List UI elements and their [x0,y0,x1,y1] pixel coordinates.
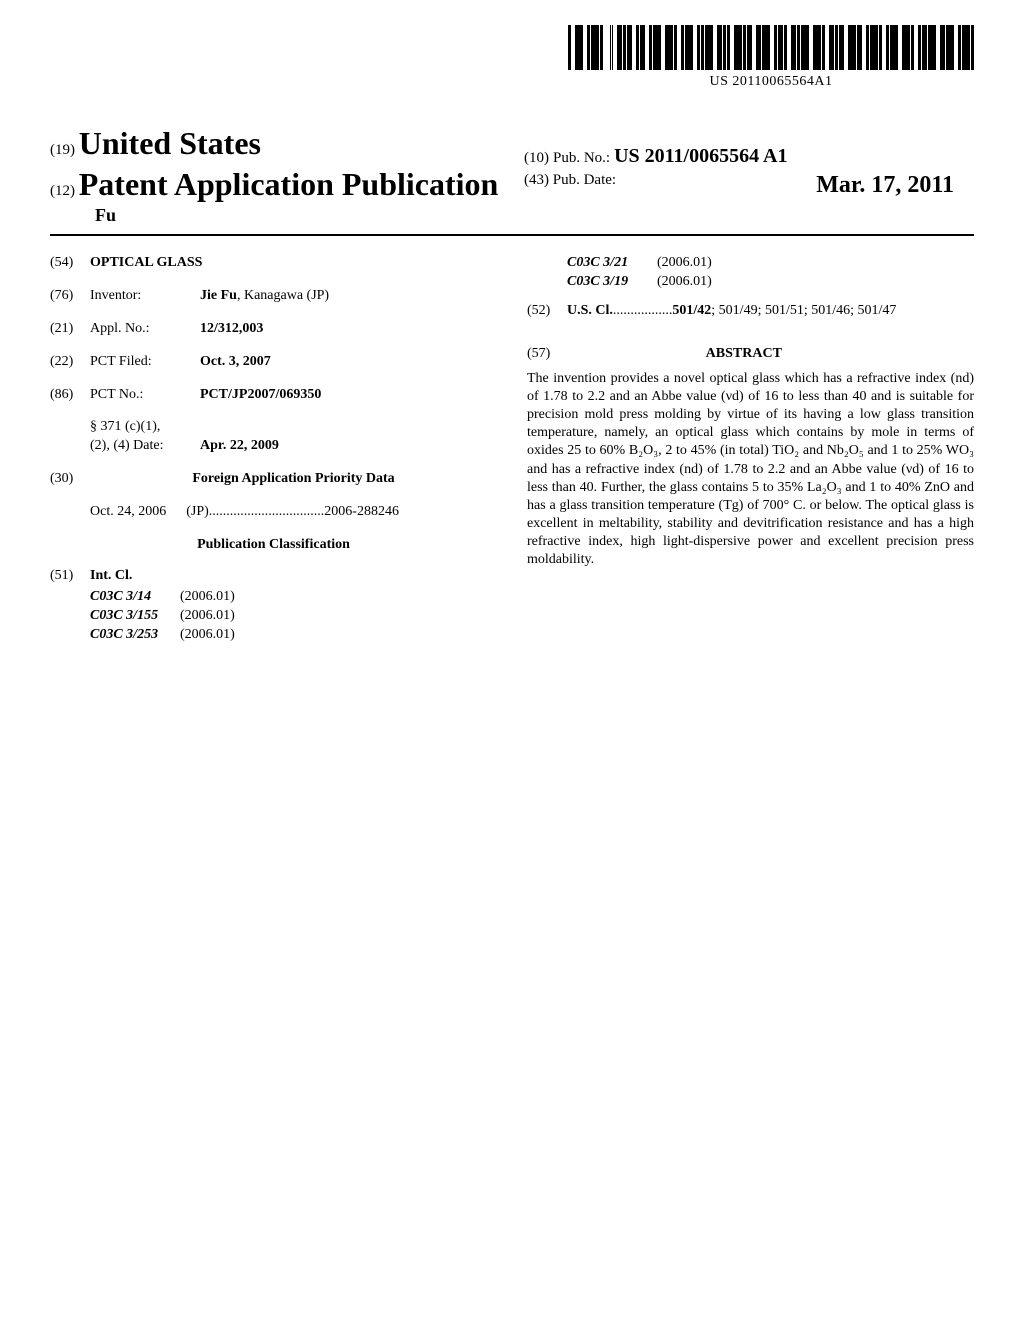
intcl-year: (2006.01) [657,273,807,292]
pct-filed-label: PCT Filed: [90,353,200,372]
intcl-code: C03C 3/14 [50,588,180,607]
barcode-graphic [568,25,974,70]
foreign-title: Foreign Application Priority Data [90,470,497,489]
foreign-date: Oct. 24, 2006 [90,503,166,522]
pctno-label: PCT No.: [90,386,200,405]
barcode-label: US 20110065564A1 [568,74,974,90]
uscl-rest: ; 501/49; 501/51; 501/46; 501/47 [711,302,896,321]
author-name: Fu [50,205,974,226]
left-column: (54) OPTICAL GLASS (76) Inventor: Jie Fu… [50,254,497,644]
s371-value: Apr. 22, 2009 [200,437,279,456]
uscl-value: 501/42 [672,302,711,321]
pubdate-value: Mar. 17, 2011 [816,172,954,199]
pubno-value: US 2011/0065564 A1 [614,145,787,167]
pctno-value: PCT/JP2007/069350 [200,386,321,405]
pubdate-num: (43) [524,172,549,188]
divider [50,234,974,236]
intcl-year: (2006.01) [180,607,330,626]
intcl-row: C03C 3/155 (2006.01) [50,607,497,626]
uscl-label: U.S. Cl. [567,302,613,321]
intcl-year: (2006.01) [180,588,330,607]
intcl-num: (51) [50,567,90,586]
appl-label: Appl. No.: [90,320,200,339]
s371-label-1: § 371 (c)(1), [90,418,200,437]
intcl-row: C03C 3/253 (2006.01) [50,626,497,645]
jurisdiction: United States [79,125,261,161]
intcl-year: (2006.01) [180,626,330,645]
abstract-title: ABSTRACT [554,345,934,364]
uscl-dots: ................. [613,302,673,321]
foreign-value: 2006-288246 [324,503,399,522]
appl-value: 12/312,003 [200,320,263,339]
intcl-label: Int. Cl. [90,567,132,586]
abstract-num: (57) [527,346,550,361]
abstract-body: The invention provides a novel optical g… [527,370,974,570]
pubclass-title: Publication Classification [50,536,497,555]
foreign-country: (JP) [186,503,209,522]
appl-num-code: (21) [50,320,90,339]
inventor-location: , Kanagawa (JP) [237,288,329,303]
uscl-num: (52) [527,302,567,321]
foreign-dots: ................................. [209,503,325,522]
intcl-year: (2006.01) [657,254,807,273]
body-columns: (54) OPTICAL GLASS (76) Inventor: Jie Fu… [50,254,974,644]
inventor-name: Jie Fu [200,288,237,303]
pubno-num: (10) [524,150,549,166]
pub-type: Patent Application Publication [79,166,499,202]
title-num: (54) [50,254,90,273]
intcl-code: C03C 3/253 [50,626,180,645]
right-column: C03C 3/21 (2006.01) C03C 3/19 (2006.01) … [527,254,974,644]
intcl-row: C03C 3/19 (2006.01) [527,273,974,292]
pubdate-label: Pub. Date: [553,172,616,188]
pct-filed-num: (22) [50,353,90,372]
intcl-row: C03C 3/14 (2006.01) [50,588,497,607]
intcl-row: C03C 3/21 (2006.01) [527,254,974,273]
barcode-block: US 20110065564A1 [568,25,974,90]
intcl-code: C03C 3/21 [527,254,657,273]
inventor-label: Inventor: [90,287,200,306]
pctno-num: (86) [50,386,90,405]
foreign-num: (30) [50,470,90,489]
intcl-code: C03C 3/19 [527,273,657,292]
jurisdiction-num: (19) [50,142,75,158]
inventor-num: (76) [50,287,90,306]
pct-filed-value: Oct. 3, 2007 [200,353,271,372]
s371-label-2: (2), (4) Date: [90,437,200,456]
intcl-code: C03C 3/155 [50,607,180,626]
pubno-label: Pub. No.: [553,150,610,166]
pub-type-num: (12) [50,183,75,199]
invention-title: OPTICAL GLASS [90,254,202,273]
header: (19) United States (12) Patent Applicati… [50,125,974,226]
